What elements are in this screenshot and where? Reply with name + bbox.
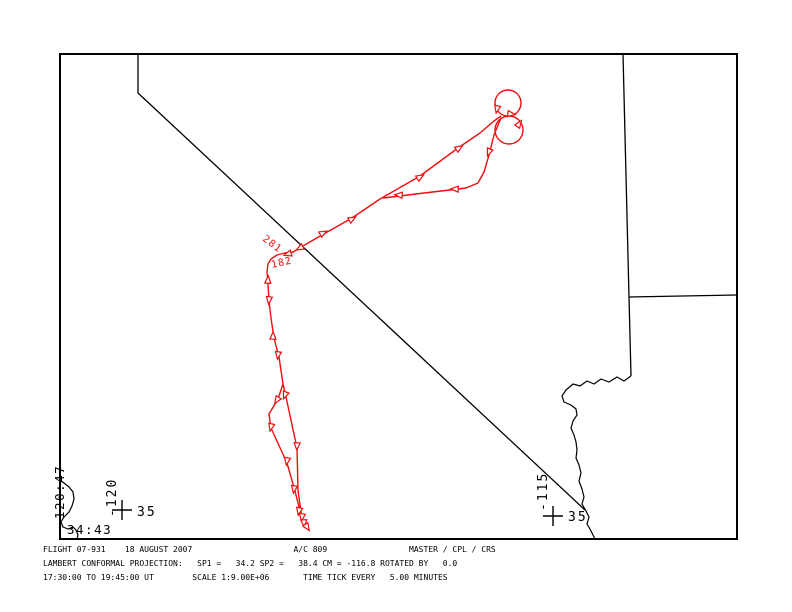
footer-time-scale-info-line: 17:30:00 TO 19:45:00 UT SCALE 1:9.00E+06… — [43, 573, 448, 582]
track-return-leg — [382, 117, 502, 199]
time-tick-arrow-icon — [298, 512, 307, 523]
time-tick-arrow-icon — [265, 295, 274, 306]
ca-coastline — [59, 479, 79, 540]
time-tick-arrow-icon — [282, 249, 293, 257]
longitude-label-right: -115 — [536, 472, 551, 511]
nv-ut-border — [622, 53, 630, 298]
time-tick-arrow-icon — [282, 390, 291, 401]
latitude-label-right: 35 — [568, 510, 588, 525]
corner-latitude-label: 34:43 — [67, 522, 112, 537]
track-altitude-label-182: 182 — [270, 255, 293, 270]
plus-cross-icon — [112, 500, 132, 520]
time-tick-arrow-icon — [274, 350, 283, 361]
track-main-outbound — [266, 115, 502, 385]
time-tick-arrow-icon — [449, 185, 459, 194]
map-frame — [59, 53, 738, 540]
time-tick-arrow-icon — [317, 230, 329, 239]
time-tick-arrow-icon — [414, 174, 425, 183]
footer-flight-info-line: FLIGHT 07-931 18 AUGUST 2007 A/C 809 MAS… — [43, 545, 496, 554]
time-tick-arrow-icon — [290, 484, 299, 495]
flight-track-group — [266, 89, 524, 528]
orbit-loop-lower — [494, 115, 524, 145]
time-tick-arrow-icon — [506, 109, 517, 118]
plus-cross-icon — [543, 506, 563, 526]
time-tick-arrow-icon — [453, 144, 464, 154]
time-tick-arrow-icon — [283, 456, 292, 467]
longitude-label-left: -120 — [105, 478, 120, 517]
graticule-cross-left: -120 35 — [105, 478, 157, 520]
state-borders-group — [59, 53, 738, 540]
time-tick-arrow-icon — [486, 147, 495, 158]
corner-longitude-label: -120:47 — [52, 465, 67, 528]
time-tick-arrow-icon — [294, 242, 306, 251]
nv-az-border — [628, 296, 632, 377]
time-tick-arrows-group — [263, 104, 523, 532]
time-tick-arrow-icon — [299, 518, 308, 529]
track-altitude-label-281: 281 — [260, 234, 283, 255]
time-tick-arrow-icon — [493, 104, 502, 115]
time-tick-arrow-icon — [263, 274, 272, 285]
time-tick-arrow-icon — [301, 521, 311, 532]
track-south-east-strand — [282, 383, 306, 528]
footer-projection-info-line: LAMBERT CONFORMAL PROJECTION: SP1 = 34.2… — [43, 559, 458, 568]
time-tick-arrow-icon — [268, 330, 277, 340]
time-tick-arrow-icon — [273, 394, 283, 405]
time-tick-arrow-icon — [295, 506, 304, 517]
latitude-label-left: 35 — [137, 505, 157, 520]
time-tick-arrow-icon — [393, 191, 404, 200]
time-tick-arrow-icon — [346, 216, 358, 225]
ut-az-border — [628, 294, 738, 298]
ca-nv-border — [137, 54, 586, 511]
time-tick-arrow-icon — [513, 119, 523, 130]
graticule-cross-right: -115 35 — [536, 472, 588, 526]
time-tick-arrow-icon — [293, 442, 302, 452]
time-tick-arrow-icon — [268, 422, 276, 433]
colorado-river — [561, 375, 632, 540]
